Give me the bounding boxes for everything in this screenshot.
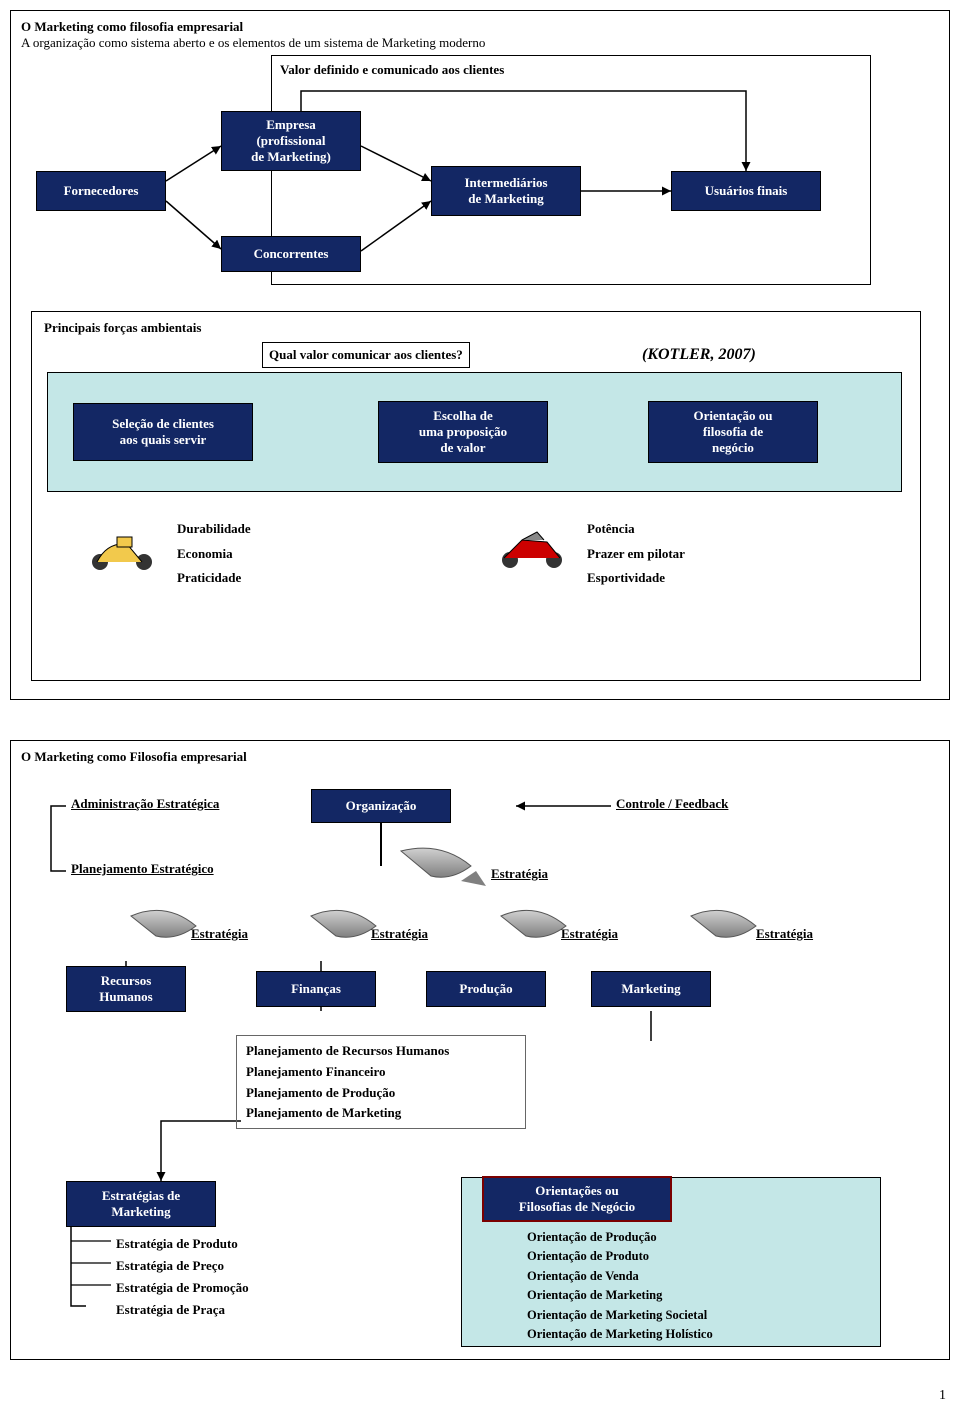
- section2-title: O Marketing como Filosofia empresarial: [21, 749, 939, 765]
- forcas-title: Principais forças ambientais: [44, 320, 908, 336]
- estr-3: Estratégia: [561, 926, 618, 942]
- box-empresa: Empresa (profissional de Marketing): [221, 111, 361, 171]
- box-orientacao: Orientação ou filosofia de negócio: [648, 401, 818, 463]
- sportbike-icon: [492, 520, 572, 570]
- estr-2: Estratégia: [371, 926, 428, 942]
- box-intermediarios: Intermediários de Marketing: [431, 166, 581, 216]
- box-producao: Produção: [426, 971, 546, 1007]
- section1-outer: O Marketing como filosofia empresarial A…: [10, 10, 950, 700]
- qual-box: Qual valor comunicar aos clientes?: [262, 342, 470, 368]
- box-escolha: Escolha de uma proposição de valor: [378, 401, 548, 463]
- box-usuarios: Usuários finais: [671, 171, 821, 211]
- box-estr-mkt: Estratégias de Marketing: [66, 1181, 216, 1227]
- kotler-cite: (KOTLER, 2007): [642, 346, 756, 364]
- section2-outer: O Marketing como Filosofia empresarial: [10, 740, 950, 1360]
- admin-label: Administração Estratégica: [71, 796, 219, 812]
- box-rh: Recursos Humanos: [66, 966, 186, 1012]
- plan-list-border: [236, 1035, 526, 1129]
- box-selecao: Seleção de clientes aos quais servir: [73, 403, 253, 461]
- box-concorrentes: Concorrentes: [221, 236, 361, 272]
- left-attrs: Durabilidade Economia Praticidade: [177, 517, 251, 591]
- box-organizacao: Organização: [311, 789, 451, 823]
- estr-4: Estratégia: [756, 926, 813, 942]
- box-financas: Finanças: [256, 971, 376, 1007]
- box-fornecedores: Fornecedores: [36, 171, 166, 211]
- page-number: 1: [939, 1388, 946, 1404]
- estr-mkt-list: Estratégia de Produto Estratégia de Preç…: [116, 1233, 249, 1321]
- controle-label: Controle / Feedback: [616, 796, 728, 812]
- cyan-panel: Seleção de clientes aos quais servir Esc…: [47, 372, 902, 492]
- box-marketing: Marketing: [591, 971, 711, 1007]
- orient-panel: Orientações ou Filosofias de Negócio Ori…: [461, 1177, 881, 1347]
- section1-subtitle: A organização como sistema aberto e os e…: [21, 35, 939, 51]
- section1-title: O Marketing como filosofia empresarial: [21, 19, 939, 35]
- estrategia-center: Estratégia: [491, 866, 548, 882]
- plan-est-label: Planejamento Estratégico: [71, 861, 214, 877]
- forcas-box: Principais forças ambientais Qual valor …: [31, 311, 921, 681]
- right-attrs: Potência Prazer em pilotar Esportividade: [587, 517, 685, 591]
- box-orient-title: Orientações ou Filosofias de Negócio: [482, 1176, 672, 1222]
- topbar-label: Valor definido e comunicado aos clientes: [280, 62, 862, 78]
- estr-1: Estratégia: [191, 926, 248, 942]
- scooter-icon: [82, 522, 162, 572]
- orient-list: Orientação de Produção Orientação de Pro…: [527, 1228, 713, 1344]
